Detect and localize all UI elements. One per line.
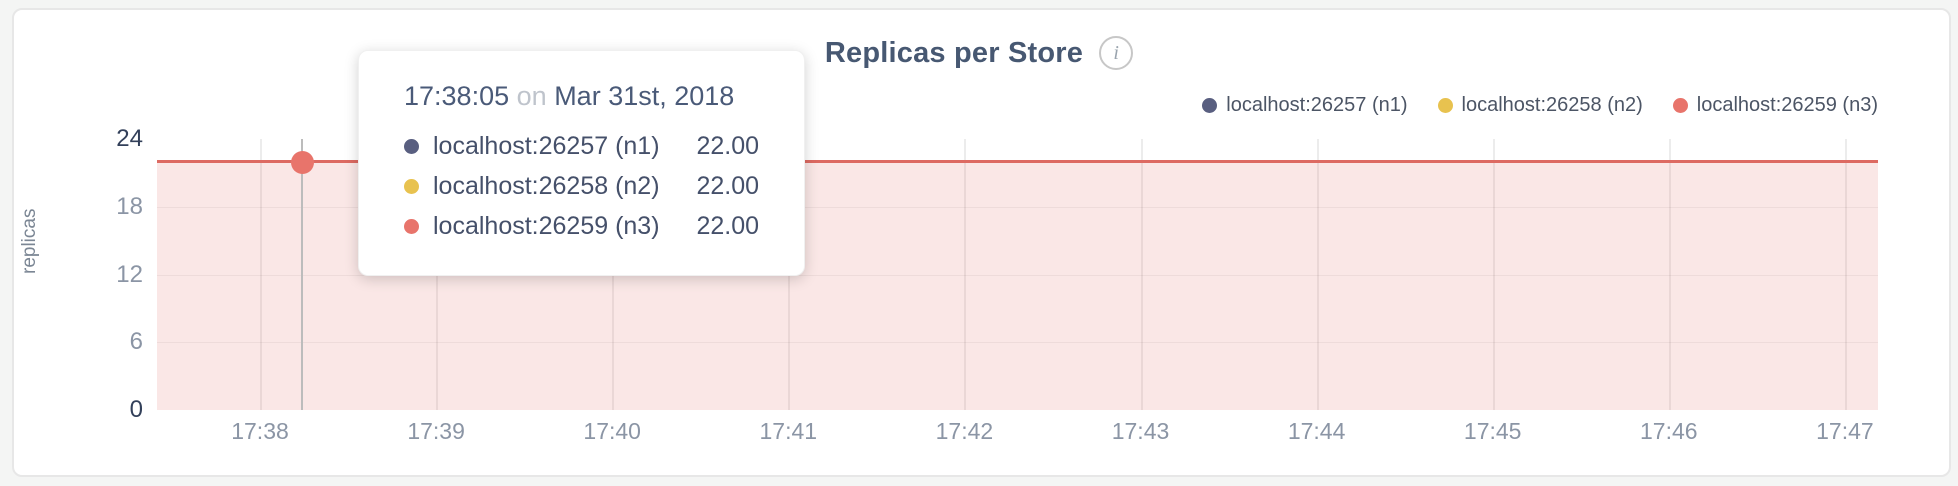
y-axis-ticks: 0 6 12 18 24 xyxy=(0,0,143,486)
gridline-vertical xyxy=(1844,139,1847,410)
x-tick-label: 17:42 xyxy=(935,418,994,444)
chart-header: Replicas per Store i xyxy=(0,36,1958,70)
tooltip-rows: localhost:26257 (n1) 22.00 localhost:26258… xyxy=(404,126,759,246)
tooltip-series-label: localhost:26257 (n1) xyxy=(433,131,660,160)
x-tick-label: 17:44 xyxy=(1287,418,1346,444)
x-axis-ticks: 17:38 17:39 17:40 17:41 17:42 17:43 17:44 17:45… xyxy=(157,418,1878,448)
tooltip-series-value: 22.00 xyxy=(696,211,759,240)
gridline-vertical xyxy=(1316,139,1319,410)
legend-item[interactable]: localhost:26258 (n2) xyxy=(1437,94,1643,117)
tooltip-series-row: localhost:26259 (n3) 22.00 xyxy=(404,206,759,246)
gridline-vertical xyxy=(964,139,967,410)
hover-point-dot xyxy=(290,150,314,174)
gridline-vertical xyxy=(260,139,262,410)
legend-series-dot xyxy=(1202,98,1218,113)
gridline-horizontal xyxy=(157,342,1878,344)
gridline-horizontal xyxy=(157,206,1878,208)
tooltip-series-dot xyxy=(404,138,419,154)
gridline-vertical xyxy=(1668,139,1671,410)
x-tick-label: 17:43 xyxy=(1111,418,1170,444)
tooltip-series-row: localhost:26257 (n1) 22.00 xyxy=(404,126,759,166)
x-tick-label: 17:47 xyxy=(1816,418,1874,444)
tooltip-series-row: localhost:26258 (n2) 22.00 xyxy=(404,166,759,206)
tooltip-series-value: 22.00 xyxy=(696,171,759,200)
y-tick-label: 12 xyxy=(116,260,143,288)
x-tick-label: 17:45 xyxy=(1463,418,1522,444)
tooltip-series-dot xyxy=(404,218,419,234)
hover-tooltip: 17:38:05 on Mar 31st, 2018 localhost:262… xyxy=(358,50,805,276)
x-tick-label: 17:39 xyxy=(407,418,465,444)
y-tick-label: 18 xyxy=(116,192,143,220)
gridline-vertical xyxy=(1492,139,1495,410)
tooltip-timestamp: 17:38:05 on Mar 31st, 2018 xyxy=(404,81,759,112)
tooltip-date: Mar 31st, 2018 xyxy=(554,81,735,111)
legend-series-dot xyxy=(1437,98,1453,113)
tooltip-series-label: localhost:26259 (n3) xyxy=(433,211,660,240)
legend-series-label: localhost:26257 (n1) xyxy=(1226,94,1408,116)
legend-item[interactable]: localhost:26257 (n1) xyxy=(1202,94,1408,117)
legend-item[interactable]: localhost:26259 (n3) xyxy=(1672,94,1878,117)
legend-series-label: localhost:26259 (n3) xyxy=(1696,94,1878,116)
tooltip-connector: on xyxy=(516,81,547,111)
gridline-horizontal xyxy=(157,274,1878,276)
legend-series-dot xyxy=(1672,98,1688,113)
tooltip-series-value: 22.00 xyxy=(696,131,759,160)
x-tick-label: 17:38 xyxy=(231,418,289,444)
chart-title: Replicas per Store xyxy=(824,36,1084,69)
y-tick-label: 6 xyxy=(129,328,143,356)
legend-series-label: localhost:26258 (n2) xyxy=(1461,94,1643,116)
x-tick-label: 17:40 xyxy=(583,418,641,444)
tooltip-series-label: localhost:26258 (n2) xyxy=(433,171,660,200)
tooltip-series-dot xyxy=(404,178,419,194)
info-icon[interactable]: i xyxy=(1099,36,1134,70)
chart-legend: localhost:26257 (n1) localhost:26258 (n2)… xyxy=(1202,94,1878,117)
y-tick-label: 0 xyxy=(129,396,143,423)
tooltip-time: 17:38:05 xyxy=(404,81,510,111)
y-tick-label: 24 xyxy=(116,125,143,152)
x-tick-label: 17:41 xyxy=(759,418,818,444)
x-tick-label: 17:46 xyxy=(1640,418,1698,444)
crosshair-line xyxy=(301,139,304,410)
gridline-vertical xyxy=(1140,139,1143,410)
